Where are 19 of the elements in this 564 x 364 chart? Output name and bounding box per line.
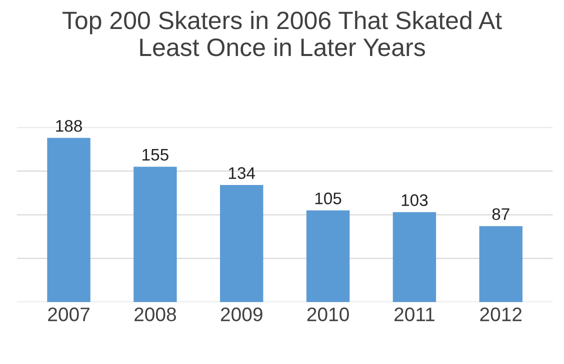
chart-title: Top 200 Skaters in 2006 That Skated At Least Once in Later Years [62, 10, 502, 56]
bar [479, 226, 522, 302]
bar [392, 212, 436, 302]
x-tick-label: 2011 [394, 307, 434, 322]
x-tick-label: 2008 [134, 307, 176, 322]
data-label: 103 [402, 194, 428, 206]
data-label: 87 [492, 208, 510, 220]
data-label: 188 [56, 120, 82, 132]
bar [47, 138, 90, 302]
bar [306, 210, 350, 302]
x-tick-label: 2007 [48, 307, 90, 322]
data-label: 105 [315, 192, 342, 204]
data-label: 155 [142, 149, 168, 161]
x-tick-label: 2012 [480, 307, 522, 322]
x-tick-label: 2009 [220, 307, 262, 322]
data-label: 134 [228, 167, 256, 179]
bar [220, 185, 264, 302]
x-tick-label: 2010 [307, 307, 349, 322]
bar [134, 166, 177, 302]
